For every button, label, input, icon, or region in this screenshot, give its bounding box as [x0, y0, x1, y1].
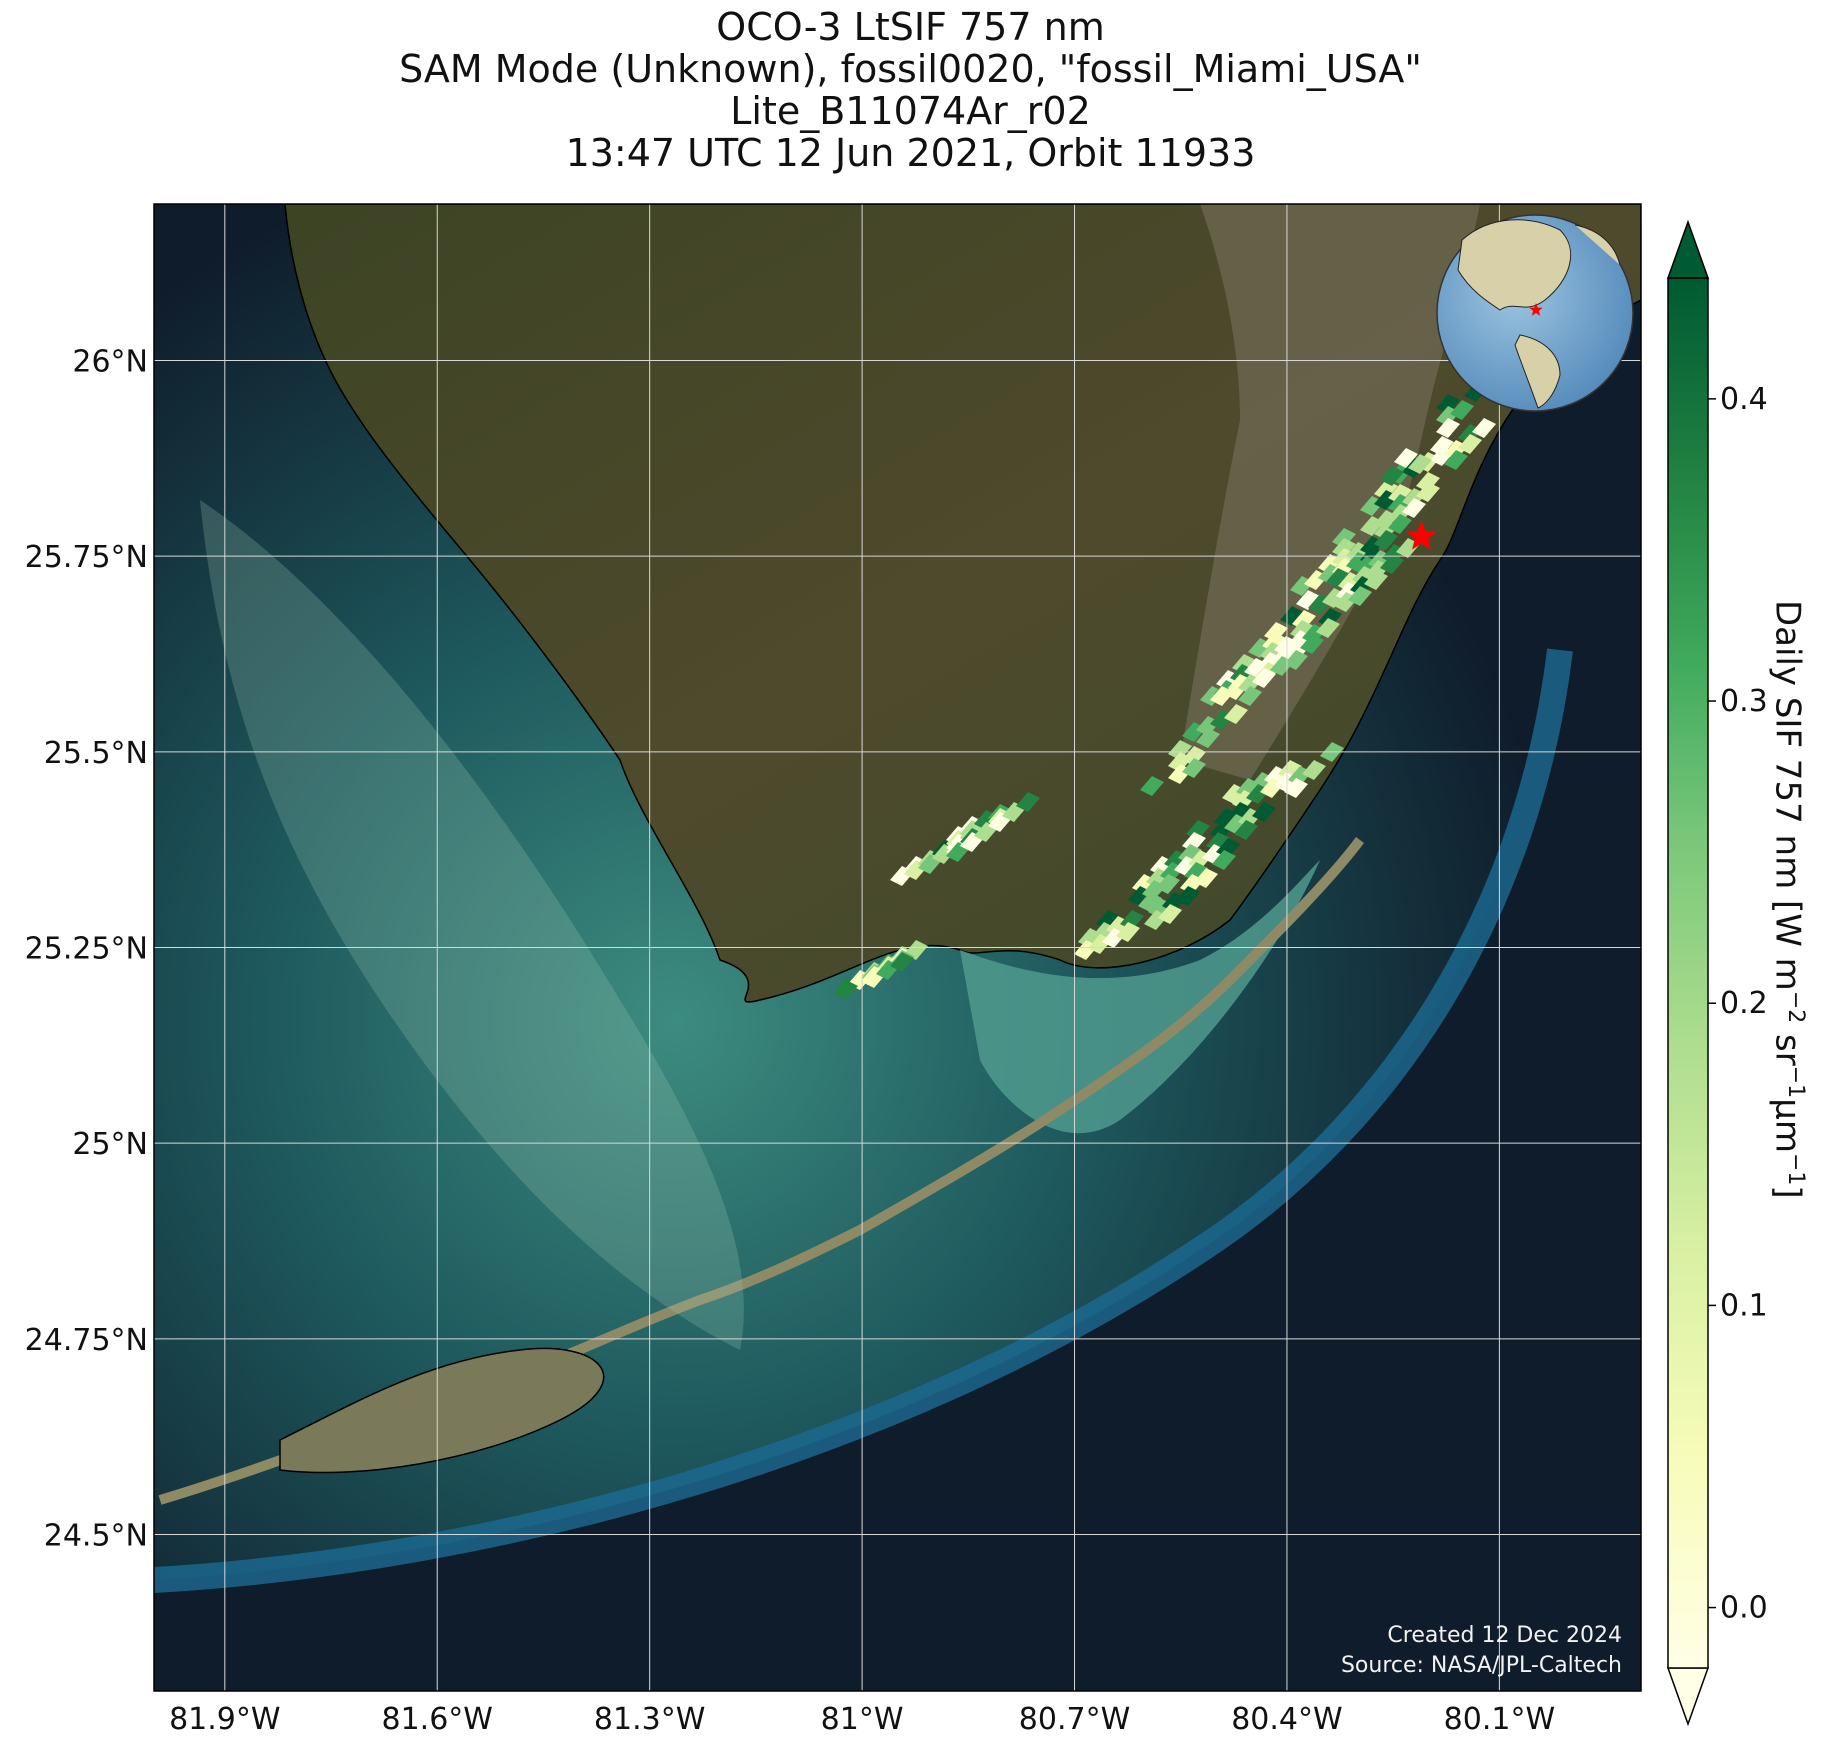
urban-area	[1180, 204, 1480, 780]
sif-cell	[1196, 728, 1220, 748]
sif-cell	[1116, 922, 1140, 942]
sif-cell	[1458, 434, 1482, 454]
sif-cell	[1436, 394, 1460, 414]
sif-cell	[1158, 904, 1182, 924]
lat-tick-label: 26°N	[72, 345, 148, 380]
map-border	[153, 203, 1642, 1692]
sif-cell	[1176, 886, 1200, 906]
colorbar-tick-label: 0.0	[1720, 1591, 1768, 1626]
florida-bay	[960, 860, 1320, 1134]
lat-tick-labels: 26°N 25.75°N 25.5°N 25.25°N 25°N 24.75°N 24.5°…	[25, 345, 148, 1554]
title-line-1: OCO-3 LtSIF 757 nm	[716, 5, 1105, 49]
lat-tick-label: 24.75°N	[25, 1323, 148, 1358]
colorbar-ticks: 0.0 0.1 0.2 0.3 0.4	[1708, 382, 1768, 1626]
credit-created: Created 12 Dec 2024	[1387, 1623, 1622, 1648]
reef-edge	[154, 648, 1573, 1593]
sif-cell	[890, 952, 914, 972]
lon-tick-label: 81.3°W	[594, 1702, 705, 1737]
title-line-3: Lite_B11074Ar_r02	[730, 89, 1091, 133]
sif-cell	[1284, 650, 1308, 670]
colorbar-tick-label: 0.4	[1720, 382, 1768, 417]
sif-cell	[1238, 686, 1262, 706]
sif-cell	[1302, 760, 1326, 780]
colorbar-tick-label: 0.2	[1720, 986, 1768, 1021]
star-icon	[1406, 520, 1437, 550]
sif-cell	[1316, 618, 1340, 638]
lon-tick-label: 80.7°W	[1019, 1702, 1130, 1737]
lat-tick-label: 25.25°N	[25, 932, 148, 967]
lon-tick-label: 81.6°W	[382, 1702, 493, 1737]
sif-cell	[834, 980, 858, 1000]
sif-cell	[1140, 776, 1164, 796]
colorbar-extend-high	[1666, 219, 1710, 279]
sif-cell	[1138, 892, 1162, 912]
lat-tick-label: 25.5°N	[44, 736, 148, 771]
graticule	[154, 204, 1641, 1691]
lat-tick-label: 24.5°N	[44, 1518, 148, 1553]
colorbar-ramp	[1667, 277, 1709, 1669]
sif-cell	[1300, 634, 1324, 654]
sif-cell	[1444, 450, 1468, 470]
lon-tick-label: 80.4°W	[1231, 1702, 1342, 1737]
sif-cell	[1194, 868, 1218, 888]
deep-ocean	[154, 600, 1641, 1691]
sif-cell	[1252, 668, 1276, 688]
sif-cell	[1394, 448, 1418, 468]
sif-cell	[1416, 482, 1440, 502]
sif-cell	[1168, 740, 1192, 760]
sif-cell	[1380, 466, 1404, 486]
sif-cell	[1296, 590, 1320, 610]
sif-cell	[1234, 820, 1258, 840]
sif-cell	[1156, 874, 1180, 894]
colorbar-tick-label: 0.1	[1720, 1288, 1768, 1323]
colorbar-extend-low	[1666, 1667, 1710, 1727]
sif-cell	[1326, 568, 1350, 588]
sif-cell	[1224, 704, 1248, 724]
sif-cell	[1016, 792, 1040, 812]
sif-cell	[1212, 850, 1236, 870]
sif-cell	[1252, 802, 1276, 822]
sif-cell	[1348, 586, 1372, 606]
colorbar-label: Daily SIF 757 nm [W m−2 sr−1μm−1]	[1767, 600, 1808, 1199]
credit-source: Source: NASA/JPL-Caltech	[1341, 1653, 1622, 1678]
sif-footprints	[834, 382, 1496, 1000]
lon-tick-label: 81.9°W	[169, 1702, 280, 1737]
lat-tick-label: 25°N	[72, 1127, 148, 1162]
sif-cell	[1472, 418, 1496, 438]
globe-icon	[1436, 214, 1634, 412]
sif-cell	[1388, 514, 1412, 534]
sif-cell	[1374, 530, 1398, 550]
title-line-4: 13:47 UTC 12 Jun 2021, Orbit 11933	[565, 131, 1256, 175]
lon-tick-labels: 81.9°W 81.6°W 81.3°W 81°W 80.7°W 80.4°W 80.1°W	[169, 1702, 1555, 1737]
sif-cell	[1402, 498, 1426, 518]
sif-cell	[1364, 570, 1388, 590]
colorbar-tick-label: 0.3	[1720, 684, 1768, 719]
sif-cell	[1408, 454, 1432, 474]
sif-cell	[1182, 746, 1206, 766]
title-line-2: SAM Mode (Unknown), fossil0020, "fossil_…	[399, 47, 1422, 91]
sediment-plume	[200, 500, 744, 1350]
sif-cell	[1450, 400, 1474, 420]
lon-tick-label: 81°W	[821, 1702, 904, 1737]
lower-keys	[279, 1347, 605, 1474]
sif-cell	[1182, 758, 1206, 778]
sif-cell	[1436, 418, 1460, 438]
sif-cell	[1284, 778, 1308, 798]
lon-tick-label: 80.1°W	[1444, 1702, 1555, 1737]
sif-cell	[1280, 606, 1304, 626]
sif-cell	[1380, 554, 1404, 574]
lat-tick-label: 25.75°N	[25, 540, 148, 575]
colorbar: 0.0 0.1 0.2 0.3 0.4	[1666, 219, 1768, 1727]
